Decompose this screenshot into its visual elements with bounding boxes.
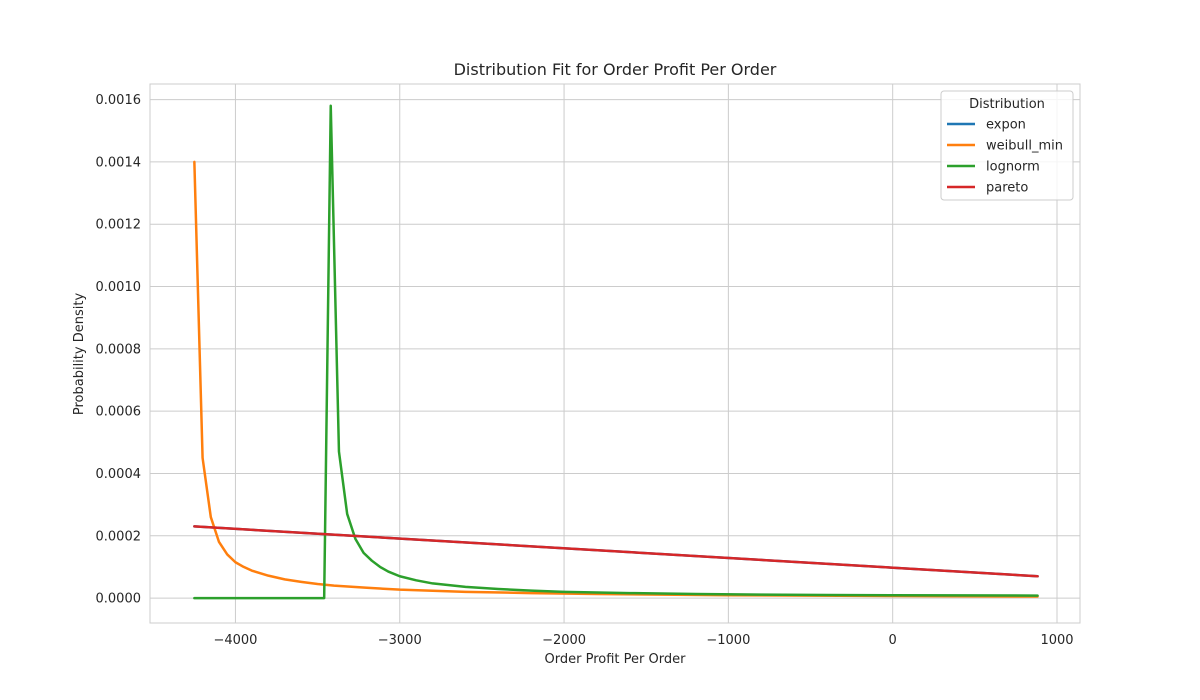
x-axis-ticks: −4000 −3000 −2000 −1000 0 1000 [213,633,1073,648]
y-tick-label: 0.0006 [96,405,142,420]
plot-area [149,83,1081,624]
x-tick-label: −1000 [706,633,750,648]
series-lines [193,104,1039,600]
legend-entry-lognorm: lognorm [947,160,1040,175]
x-axis-label: Order Profit Per Order [545,652,687,667]
y-axis-label: Probability Density [72,293,87,416]
x-tick-label: 0 [889,633,897,648]
y-tick-label: 0.0012 [96,218,142,233]
legend-label: weibull_min [986,139,1063,154]
y-tick-label: 0.0002 [96,529,142,544]
y-tick-label: 0.0016 [96,93,142,108]
x-tick-label: −4000 [213,633,257,648]
series-line-weibull-min [193,160,1039,598]
y-tick-label: 0.0004 [96,467,142,482]
y-tick-label: 0.0010 [96,280,142,295]
x-tick-label: 1000 [1040,633,1073,648]
legend-entry-pareto: pareto [947,181,1028,196]
y-tick-label: 0.0000 [96,592,142,607]
x-tick-label: −2000 [542,633,586,648]
x-tick-label: −3000 [378,633,422,648]
legend-label: pareto [986,181,1028,196]
y-tick-label: 0.0008 [96,342,142,357]
legend-title: Distribution [969,97,1045,112]
legend-entry-expon: expon [947,118,1026,133]
plot-frame [149,83,1081,624]
series-line-lognorm [193,104,1039,600]
legend-label: expon [986,118,1026,133]
legend-box [940,90,1074,201]
legend-entry-weibull-min: weibull_min [947,139,1063,154]
series-line-pareto [193,525,1039,578]
y-axis-ticks: 0.0000 0.0002 0.0004 0.0006 0.0008 0.0010 0.00… [96,93,142,606]
legend-label: lognorm [986,160,1040,175]
chart-title: Distribution Fit for Order Profit Per Or… [454,60,777,79]
y-tick-label: 0.0014 [96,155,142,170]
